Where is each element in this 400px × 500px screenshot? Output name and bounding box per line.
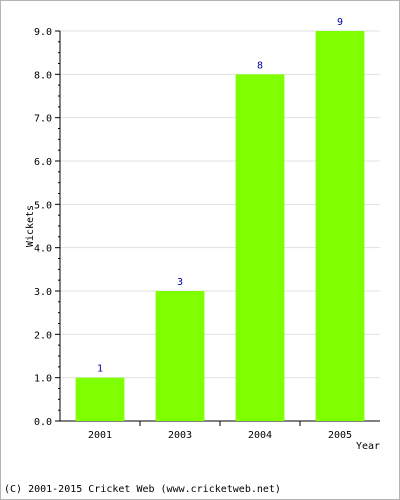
y-tick-label: 4.0 [34,244,52,255]
x-tick-label: 2003 [168,430,192,441]
data-label-2003: 3 [177,277,183,288]
y-axis-ticks: 0.0 1.0 2.0 3.0 4.0 5.0 6.0 7.0 8.0 9.0 [34,27,60,428]
x-axis-label: Year [356,441,380,452]
data-label-2004: 8 [257,60,263,71]
y-tick-label: 5.0 [34,200,52,211]
y-tick-label: 9.0 [34,27,52,38]
bar-2004 [235,74,285,421]
bar-2001 [75,377,125,421]
y-tick-label: 8.0 [34,70,52,81]
x-tick-label: 2004 [248,430,272,441]
bar-2003 [155,291,205,421]
x-tick-label: 2005 [328,430,352,441]
x-tick-label: 2001 [88,430,112,441]
y-tick-label: 0.0 [34,417,52,428]
y-tick-label: 6.0 [34,157,52,168]
y-tick-label: 2.0 [34,330,52,341]
data-label-2001: 1 [97,364,103,375]
y-tick-label: 7.0 [34,114,52,125]
bar-2005 [315,31,365,421]
copyright-footer: (C) 2001-2015 Cricket Web (www.cricketwe… [4,484,281,495]
y-tick-label: 1.0 [34,374,52,385]
y-tick-label: 3.0 [34,287,52,298]
bars: 1 3 8 9 [75,17,365,421]
y-axis-label: Wickets [25,205,36,247]
x-axis-ticks: 2001 2003 2004 2005 [88,421,352,441]
data-label-2005: 9 [337,17,343,28]
